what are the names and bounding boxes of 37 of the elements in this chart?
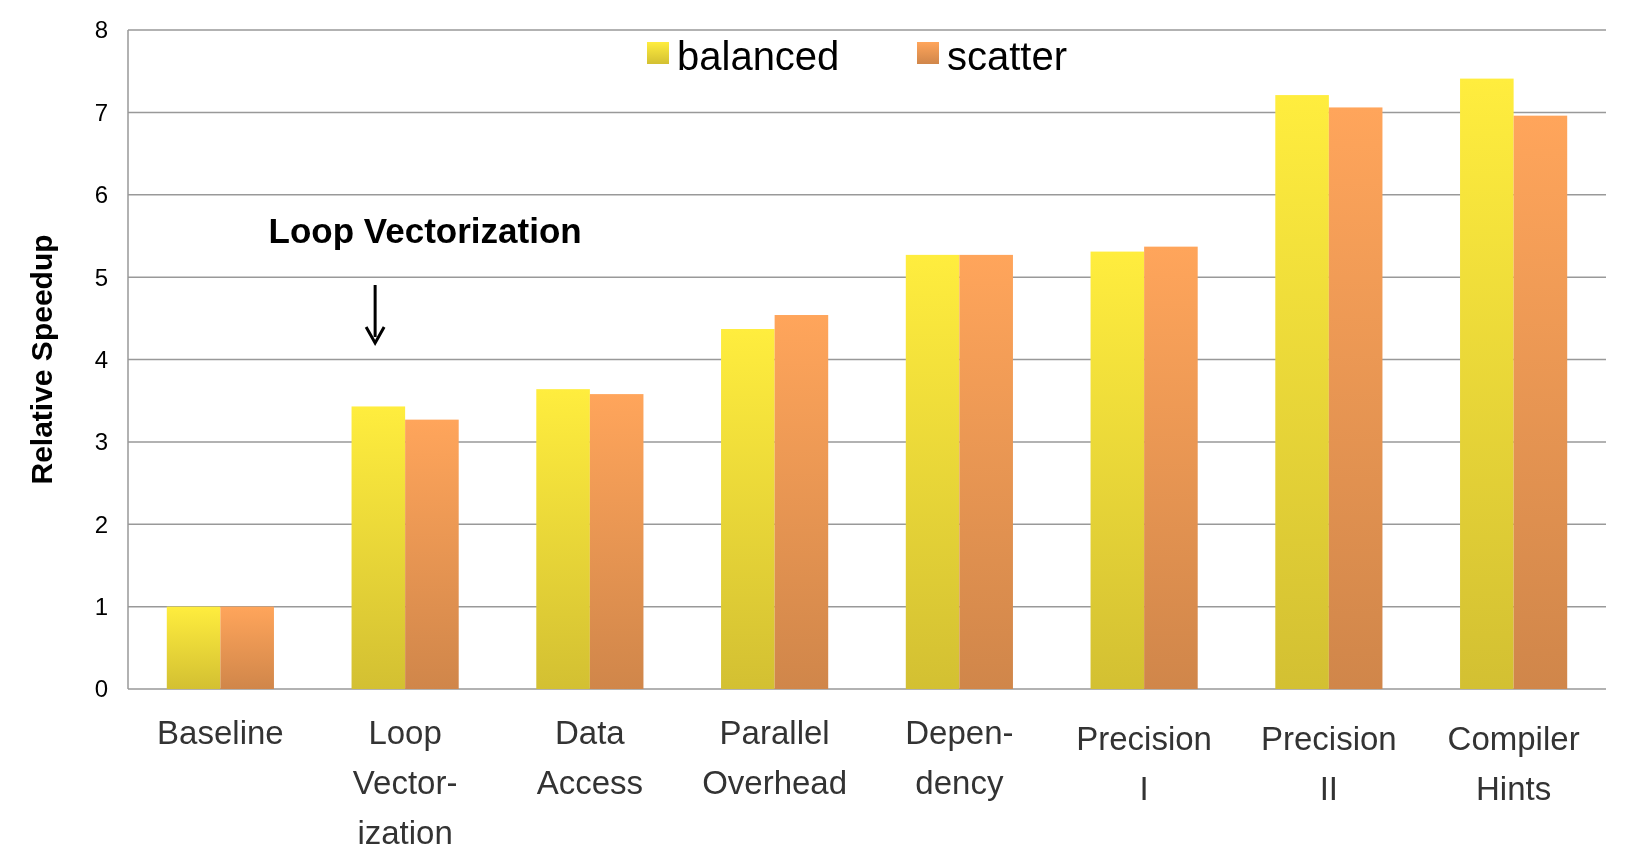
bar	[351, 406, 406, 689]
bar	[1144, 246, 1198, 689]
bar	[1090, 251, 1145, 689]
bar	[220, 606, 274, 689]
y-tick-label: 0	[94, 675, 108, 703]
annotation: Loop Vectorization	[268, 211, 582, 251]
bar	[721, 329, 775, 689]
bar	[959, 254, 1013, 689]
x-tick-label: Precision I	[1076, 720, 1212, 807]
x-tick-label: Loop Vector- ization	[352, 714, 458, 851]
bar	[905, 254, 960, 689]
y-tick-label: 5	[94, 263, 108, 291]
bar	[166, 606, 221, 689]
x-tick-label: Baseline	[157, 714, 284, 751]
y-tick-label: 4	[94, 345, 108, 373]
y-tick-label: 7	[94, 98, 108, 126]
bar	[1460, 78, 1514, 689]
y-tick-label: 6	[94, 181, 108, 209]
y-tick-label: 2	[94, 510, 108, 538]
legend-label: scatter	[947, 34, 1068, 78]
bar	[405, 419, 459, 689]
x-tick-label: Parallel Overhead	[702, 714, 848, 801]
bar	[1513, 115, 1568, 689]
y-tick-label: 1	[94, 593, 108, 621]
y-axis-title: Relative Speedup	[25, 234, 58, 485]
bar	[774, 315, 829, 689]
bar	[1328, 107, 1383, 689]
legend-label: balanced	[677, 34, 840, 78]
bar	[1275, 95, 1329, 689]
x-tick-label: Data Access	[536, 714, 644, 801]
y-tick-label: 3	[94, 428, 108, 456]
y-tick-label: 8	[94, 16, 108, 44]
x-tick-label: Precision II	[1261, 720, 1397, 807]
bar	[589, 394, 644, 689]
x-tick-label: Compiler Hints	[1447, 720, 1580, 807]
x-tick-label: Depen- dency	[905, 714, 1014, 801]
bar	[536, 389, 590, 689]
